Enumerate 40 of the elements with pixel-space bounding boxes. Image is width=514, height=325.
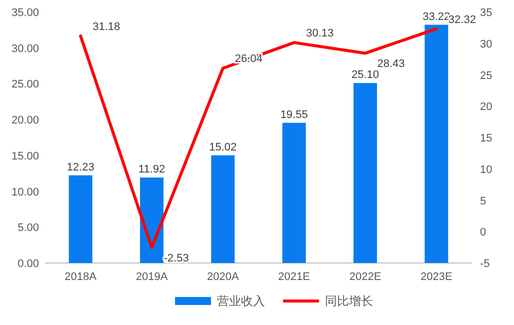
y2-tick-label: 10 (480, 164, 492, 176)
y2-tick-label: 25 (480, 70, 492, 82)
data-label: 25.10 (351, 68, 380, 81)
x-tick-label: 2018A (64, 271, 98, 283)
x-tick-label: 2022E (349, 271, 382, 283)
bar (424, 24, 448, 263)
data-label: 15.02 (209, 141, 237, 154)
y-tick-label: 5.00 (18, 222, 39, 234)
x-tick-label: 2023E (420, 271, 452, 283)
y2-tick-label: 35 (480, 7, 492, 19)
x-tick-label: 2020A (207, 271, 240, 283)
x-tick-label: 2019A (136, 271, 168, 283)
legend-label: 营业收入 (217, 294, 265, 308)
y-tick-label: 25.00 (11, 78, 39, 91)
y-tick-label: 20.00 (11, 114, 39, 127)
y2-tick-label: 0 (480, 226, 486, 239)
bar (211, 155, 235, 263)
bar (282, 122, 306, 263)
y2-tick-label: 30 (480, 38, 492, 50)
x-tick-label: 2021E (278, 271, 310, 283)
data-label: -2.53 (164, 252, 189, 264)
y2-tick-label: 5 (480, 195, 486, 208)
y-tick-label: 35.00 (11, 7, 39, 19)
y2-tick-label: 15 (480, 132, 492, 144)
y2-tick-label: -5 (480, 258, 490, 270)
data-label: 19.55 (280, 108, 308, 121)
data-label: 31.18 (92, 20, 120, 33)
legend-label: 同比增长 (325, 294, 373, 308)
data-label: 11.92 (138, 164, 166, 176)
data-label: 12.23 (66, 161, 94, 174)
bar (68, 175, 92, 263)
bar (354, 82, 377, 263)
y-tick-label: 0.00 (18, 258, 39, 270)
y-tick-label: 10.00 (11, 186, 39, 198)
data-label: 30.13 (306, 28, 334, 40)
y2-tick-label: 20 (480, 101, 492, 114)
y-tick-label: 30.00 (11, 42, 39, 55)
data-label: 32.32 (448, 14, 476, 26)
y-tick-label: 15.00 (11, 150, 39, 162)
data-label: 28.43 (377, 58, 405, 70)
